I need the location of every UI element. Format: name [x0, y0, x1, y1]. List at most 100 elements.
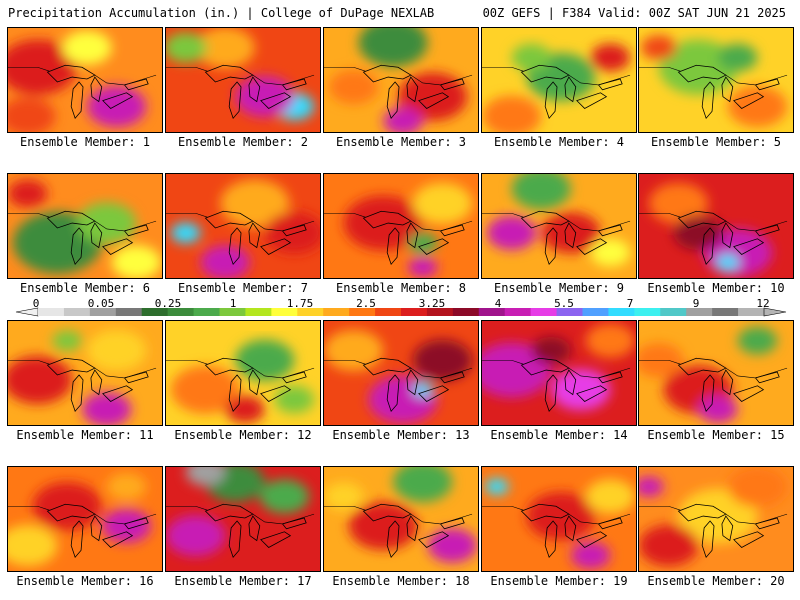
precip-region	[398, 72, 468, 121]
precip-region	[412, 382, 433, 397]
colorbar-tick-label: 4	[494, 297, 502, 310]
precip-region	[328, 69, 379, 105]
precip-region	[52, 330, 83, 351]
colorbar-tick-label: 12	[756, 297, 770, 310]
precipitation-field	[166, 467, 320, 571]
precip-region	[264, 212, 320, 254]
precipitation-colorbar	[15, 307, 787, 317]
great-lakes-outline	[204, 64, 307, 120]
ensemble-member-map	[323, 173, 479, 279]
precipitation-field	[482, 28, 636, 132]
colorbar-tick-label: 0.25	[154, 297, 182, 310]
ensemble-member-label: Ensemble Member: 4	[493, 135, 625, 149]
great-lakes-outline	[677, 503, 780, 559]
country-border	[639, 66, 788, 86]
country-border	[324, 66, 473, 86]
precip-region	[511, 174, 571, 210]
country-border	[166, 212, 315, 232]
country-border	[166, 359, 315, 379]
precip-region	[235, 76, 295, 118]
country-border	[324, 505, 473, 525]
country-border	[639, 212, 788, 232]
ensemble-member-map	[323, 27, 479, 133]
ensemble-member-map	[481, 320, 637, 426]
precip-region	[407, 232, 438, 253]
country-border	[8, 505, 157, 525]
precip-region	[195, 28, 255, 69]
precip-region	[412, 339, 473, 381]
precip-region	[32, 482, 102, 531]
precip-region	[259, 479, 310, 514]
country-border	[324, 359, 473, 379]
colorbar-swatch	[712, 308, 739, 316]
colorbar-swatch	[686, 308, 713, 316]
precip-region	[343, 195, 423, 251]
colorbar-tick-label: 3.25	[418, 297, 446, 310]
colorbar-swatch	[660, 308, 687, 316]
ensemble-member-map	[638, 27, 794, 133]
precip-region	[111, 245, 162, 278]
colorbar-max-arrow	[763, 307, 787, 317]
country-border	[482, 212, 631, 232]
precip-region	[106, 472, 147, 501]
country-border	[482, 66, 631, 86]
map-title: Precipitation Accumulation (in.) | Colle…	[8, 6, 435, 20]
run-valid-time: 00Z GEFS | F384 Valid: 00Z SAT JUN 21 20…	[482, 6, 786, 20]
precip-region	[585, 323, 636, 358]
precip-region	[77, 202, 137, 244]
precip-region	[486, 215, 537, 251]
precipitation-field	[8, 467, 162, 571]
colorbar-swatch	[245, 308, 272, 316]
ensemble-member-label: Ensemble Member: 1	[19, 135, 151, 149]
ensemble-member-label: Ensemble Member: 8	[335, 281, 467, 295]
great-lakes-outline	[204, 210, 307, 266]
precip-region	[274, 385, 315, 414]
ensemble-member-map	[165, 173, 321, 279]
colorbar-swatch	[608, 308, 635, 316]
colorbar-swatch	[375, 308, 402, 316]
country-border	[639, 359, 788, 379]
great-lakes-outline	[46, 357, 149, 413]
precipitation-field	[166, 174, 320, 278]
ensemble-member-map	[7, 320, 163, 426]
ensemble-member-label: Ensemble Member: 20	[647, 574, 785, 588]
colorbar-tick-label: 7	[626, 297, 634, 310]
colorbar-swatch	[193, 308, 220, 316]
precip-region	[640, 35, 677, 60]
precip-region	[570, 541, 611, 570]
precip-region	[717, 43, 758, 72]
colorbar-swatch	[323, 308, 350, 316]
precip-region	[407, 256, 438, 278]
country-border	[8, 359, 157, 379]
precip-region	[639, 476, 664, 497]
precip-region	[531, 336, 571, 365]
precipitation-field	[639, 174, 793, 278]
precip-region	[185, 467, 226, 486]
country-border	[482, 505, 631, 525]
ensemble-member-map	[165, 320, 321, 426]
ensemble-member-map	[481, 173, 637, 279]
colorbar-tick-label: 9	[692, 297, 700, 310]
ensemble-member-label: Ensemble Member: 17	[174, 574, 312, 588]
colorbar-swatch	[167, 308, 195, 316]
precip-region	[170, 365, 241, 414]
precip-region	[716, 254, 740, 271]
country-border	[482, 359, 631, 379]
precip-region	[200, 245, 250, 278]
country-border	[639, 505, 788, 525]
precip-region	[324, 482, 364, 511]
ensemble-member-label: Ensemble Member: 14	[490, 428, 628, 442]
precip-region	[585, 479, 636, 514]
ensemble-member-map	[165, 27, 321, 133]
precip-region	[166, 32, 208, 63]
precipitation-field	[482, 174, 636, 278]
precip-region	[541, 212, 601, 254]
colorbar-swatch	[401, 308, 428, 316]
ensemble-member-map	[7, 173, 163, 279]
great-lakes-outline	[204, 357, 307, 413]
colorbar-swatch	[478, 308, 506, 316]
great-lakes-outline	[362, 210, 465, 266]
precipitation-field	[8, 321, 162, 425]
precip-region	[8, 355, 73, 404]
colorbar-tick-label: 1	[229, 297, 237, 310]
